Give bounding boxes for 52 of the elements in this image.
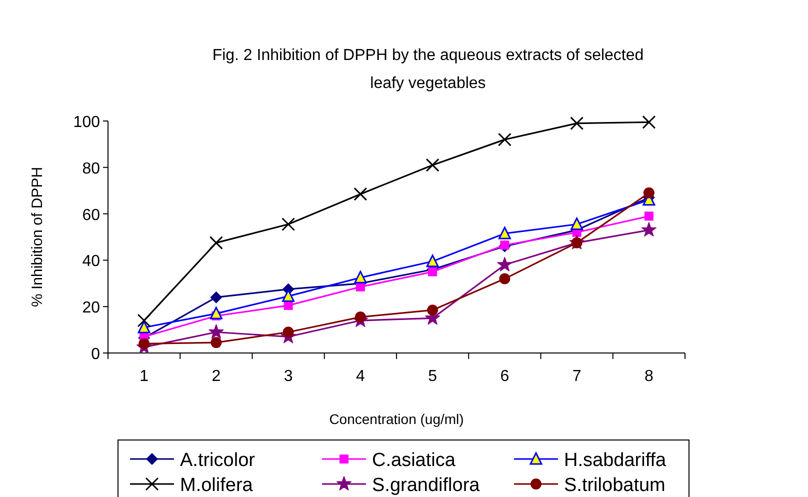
legend-label: S.trilobatum xyxy=(564,475,666,496)
x-tick-label: 8 xyxy=(644,368,654,385)
point xyxy=(137,314,151,328)
y-tick-label: 20 xyxy=(82,300,100,317)
point xyxy=(570,217,584,230)
x-axis-title: Concentration (ug/ml) xyxy=(329,411,464,427)
y-tick-label: 40 xyxy=(82,253,100,270)
legend-label: S.grandiflora xyxy=(372,475,480,496)
point xyxy=(499,273,510,284)
point xyxy=(643,187,654,198)
chart-title: Fig. 2 Inhibition of DPPH by the aqueous extracts of selected leafy vegetables xyxy=(212,47,644,92)
point xyxy=(208,324,224,339)
point xyxy=(209,236,223,250)
legend-label: H.sabdariffa xyxy=(564,450,667,471)
point xyxy=(210,306,222,320)
x-tick-label: 6 xyxy=(500,368,510,385)
point xyxy=(498,132,512,146)
point xyxy=(210,291,222,304)
point xyxy=(354,312,366,323)
y-tick-label: 100 xyxy=(73,114,100,131)
legend-label: M.olifera xyxy=(180,475,254,496)
point xyxy=(282,326,294,338)
point xyxy=(498,226,511,240)
legend-label: C.asiatica xyxy=(372,450,456,471)
point xyxy=(426,254,439,268)
point xyxy=(282,217,296,231)
point xyxy=(210,337,222,348)
legend-label: A.tricolor xyxy=(180,450,256,471)
x-tick-label: 3 xyxy=(284,368,293,385)
y-tick-label: 80 xyxy=(82,160,100,178)
y-tick-label: 0 xyxy=(91,346,100,363)
point xyxy=(497,256,512,272)
x-tick-label: 5 xyxy=(428,368,438,385)
point xyxy=(138,320,150,334)
point xyxy=(642,115,656,129)
point xyxy=(428,267,438,276)
y-tick-label: 60 xyxy=(82,206,100,224)
point xyxy=(641,222,656,237)
point xyxy=(644,212,654,221)
x-tick-label: 2 xyxy=(212,368,221,385)
point xyxy=(426,158,440,172)
y-axis-title: % Inhibition of DPPH xyxy=(29,166,46,308)
point xyxy=(354,270,367,284)
point xyxy=(427,304,438,316)
point xyxy=(500,240,510,250)
x-tick-label: 7 xyxy=(572,368,582,385)
point xyxy=(138,338,150,350)
point xyxy=(354,187,368,201)
point xyxy=(282,289,295,302)
point xyxy=(570,116,584,130)
x-tick-label: 4 xyxy=(356,368,365,385)
x-tick-label: 1 xyxy=(140,368,149,385)
